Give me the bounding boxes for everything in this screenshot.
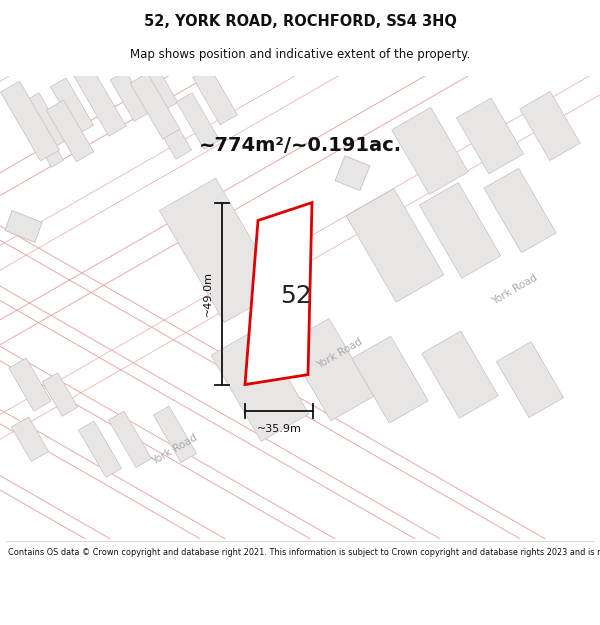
Polygon shape — [79, 421, 122, 478]
Text: York Road: York Road — [151, 432, 200, 466]
Polygon shape — [422, 331, 498, 418]
Polygon shape — [37, 134, 64, 168]
Polygon shape — [109, 411, 152, 468]
Polygon shape — [352, 336, 428, 423]
Polygon shape — [23, 93, 67, 149]
Text: ~35.9m: ~35.9m — [257, 424, 301, 434]
Text: Contains OS data © Crown copyright and database right 2021. This information is : Contains OS data © Crown copyright and d… — [8, 548, 600, 558]
Polygon shape — [335, 156, 370, 191]
Polygon shape — [5, 211, 42, 242]
Polygon shape — [346, 189, 444, 302]
Polygon shape — [110, 71, 150, 121]
Polygon shape — [419, 182, 501, 278]
Polygon shape — [211, 328, 309, 441]
Polygon shape — [176, 93, 220, 149]
Text: York Road: York Road — [316, 337, 365, 371]
Polygon shape — [286, 319, 374, 421]
Polygon shape — [11, 417, 49, 461]
Polygon shape — [138, 61, 178, 111]
Polygon shape — [245, 202, 312, 384]
Polygon shape — [392, 107, 468, 194]
Polygon shape — [148, 102, 191, 159]
Text: ~49.0m: ~49.0m — [203, 271, 213, 316]
Text: 52: 52 — [280, 284, 311, 308]
Polygon shape — [193, 68, 238, 125]
Polygon shape — [74, 66, 126, 136]
Polygon shape — [520, 91, 580, 161]
Text: York Road: York Road — [490, 273, 539, 307]
Polygon shape — [484, 168, 556, 252]
Polygon shape — [457, 98, 524, 174]
Text: Map shows position and indicative extent of the property.: Map shows position and indicative extent… — [130, 48, 470, 61]
Polygon shape — [130, 73, 180, 139]
Polygon shape — [46, 100, 94, 162]
Polygon shape — [160, 178, 281, 322]
Polygon shape — [9, 358, 51, 411]
Polygon shape — [42, 373, 78, 416]
Text: ~774m²/~0.191ac.: ~774m²/~0.191ac. — [199, 136, 401, 156]
Polygon shape — [496, 342, 563, 418]
Polygon shape — [50, 78, 94, 134]
Polygon shape — [154, 406, 197, 462]
Polygon shape — [1, 81, 59, 161]
Text: 52, YORK ROAD, ROCHFORD, SS4 3HQ: 52, YORK ROAD, ROCHFORD, SS4 3HQ — [143, 14, 457, 29]
